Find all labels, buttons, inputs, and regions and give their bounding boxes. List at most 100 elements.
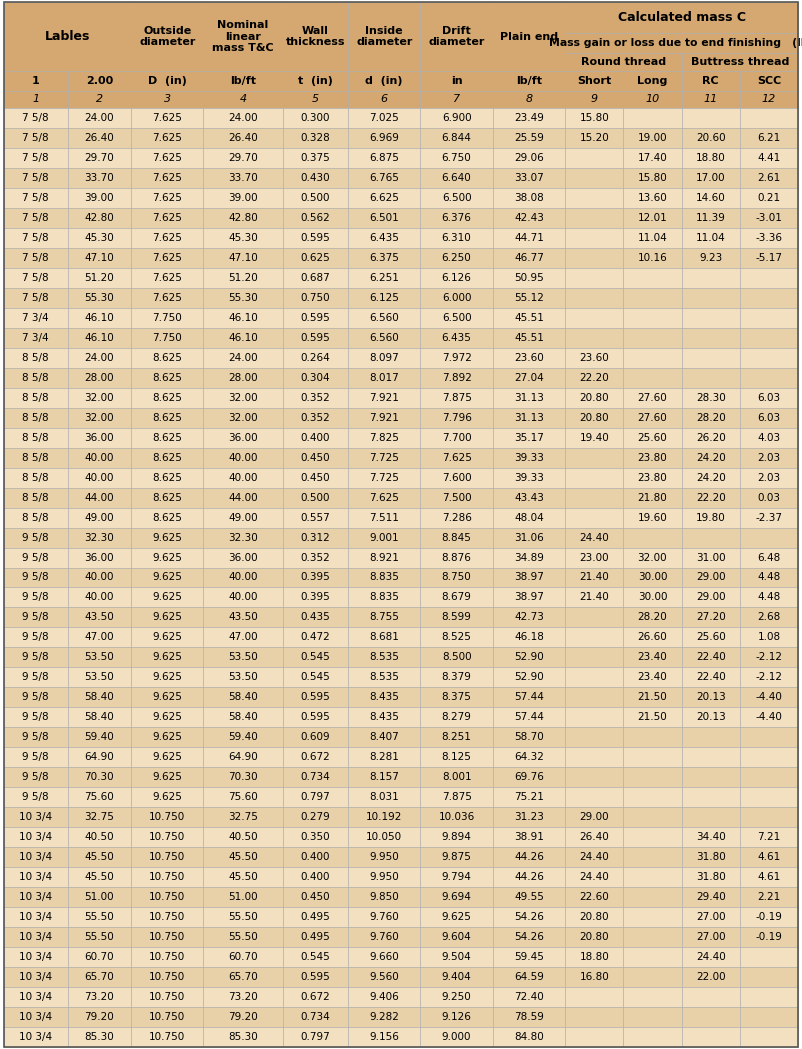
Bar bbox=[623, 388, 682, 408]
Bar bbox=[4, 368, 67, 388]
Bar bbox=[623, 687, 682, 707]
Bar bbox=[283, 208, 348, 228]
Bar bbox=[682, 468, 739, 488]
Bar bbox=[623, 548, 682, 568]
Bar bbox=[420, 907, 492, 927]
Bar bbox=[204, 607, 283, 627]
Bar bbox=[492, 848, 565, 868]
Bar bbox=[492, 587, 565, 607]
Text: 4.61: 4.61 bbox=[757, 872, 780, 882]
Text: t  (in): t (in) bbox=[298, 76, 333, 86]
Text: 25.59: 25.59 bbox=[514, 133, 544, 143]
Bar bbox=[492, 808, 565, 828]
Text: 24.00: 24.00 bbox=[84, 113, 114, 123]
Text: 10.750: 10.750 bbox=[149, 1012, 185, 1022]
Bar bbox=[623, 808, 682, 828]
Bar bbox=[565, 687, 623, 707]
Text: 45.51: 45.51 bbox=[514, 333, 544, 343]
Bar bbox=[492, 327, 565, 348]
Text: 7.625: 7.625 bbox=[152, 293, 182, 303]
Text: 39.33: 39.33 bbox=[514, 452, 544, 463]
Bar bbox=[4, 267, 67, 287]
Text: 23.80: 23.80 bbox=[638, 473, 667, 483]
Bar bbox=[565, 907, 623, 927]
Text: 44.71: 44.71 bbox=[514, 233, 544, 243]
Bar bbox=[4, 647, 67, 667]
Bar bbox=[739, 408, 798, 428]
Bar bbox=[739, 667, 798, 687]
Bar bbox=[67, 887, 131, 907]
Text: 8.525: 8.525 bbox=[442, 633, 472, 642]
Text: 28.20: 28.20 bbox=[638, 613, 667, 622]
Bar bbox=[682, 508, 739, 528]
Bar bbox=[131, 627, 204, 647]
Bar bbox=[4, 168, 67, 188]
Bar bbox=[739, 128, 798, 148]
Bar bbox=[565, 428, 623, 448]
Bar bbox=[739, 327, 798, 348]
Bar bbox=[204, 348, 283, 368]
Bar bbox=[682, 887, 739, 907]
Bar bbox=[623, 248, 682, 267]
Text: 6.500: 6.500 bbox=[442, 193, 472, 202]
Text: 10 3/4: 10 3/4 bbox=[19, 913, 52, 922]
Text: 28.30: 28.30 bbox=[696, 392, 726, 403]
Bar bbox=[565, 33, 798, 52]
Bar bbox=[4, 887, 67, 907]
Bar bbox=[623, 967, 682, 987]
Text: 0.395: 0.395 bbox=[301, 593, 330, 602]
Bar bbox=[492, 488, 565, 508]
Bar bbox=[131, 267, 204, 287]
Bar bbox=[565, 168, 623, 188]
Text: -5.17: -5.17 bbox=[755, 253, 783, 263]
Text: 10 3/4: 10 3/4 bbox=[19, 852, 52, 862]
Text: 26.20: 26.20 bbox=[696, 432, 726, 443]
Text: 54.26: 54.26 bbox=[514, 913, 544, 922]
Text: 46.10: 46.10 bbox=[84, 313, 114, 323]
Bar bbox=[739, 388, 798, 408]
Bar bbox=[623, 887, 682, 907]
Text: 53.50: 53.50 bbox=[84, 652, 114, 662]
Bar bbox=[623, 528, 682, 548]
Bar bbox=[682, 767, 739, 788]
Text: 9 5/8: 9 5/8 bbox=[22, 533, 49, 542]
Bar bbox=[565, 468, 623, 488]
Text: 24.00: 24.00 bbox=[84, 352, 114, 363]
Text: 8 5/8: 8 5/8 bbox=[22, 352, 49, 363]
Bar bbox=[348, 687, 420, 707]
Text: 6.376: 6.376 bbox=[442, 213, 472, 222]
Bar bbox=[348, 528, 420, 548]
Bar bbox=[131, 148, 204, 168]
Bar bbox=[739, 808, 798, 828]
Bar bbox=[283, 267, 348, 287]
Text: 2: 2 bbox=[95, 94, 103, 104]
Bar bbox=[565, 287, 623, 307]
Bar bbox=[565, 448, 623, 468]
Bar bbox=[131, 108, 204, 128]
Bar bbox=[492, 388, 565, 408]
Text: 7 5/8: 7 5/8 bbox=[22, 233, 49, 243]
Bar bbox=[204, 947, 283, 967]
Text: 5: 5 bbox=[312, 94, 319, 104]
Text: 75.60: 75.60 bbox=[84, 792, 114, 802]
Text: 31.80: 31.80 bbox=[696, 872, 726, 882]
Bar bbox=[67, 607, 131, 627]
Bar bbox=[623, 987, 682, 1007]
Text: 6.000: 6.000 bbox=[442, 293, 472, 303]
Bar bbox=[565, 368, 623, 388]
Text: 45.50: 45.50 bbox=[229, 872, 258, 882]
Bar bbox=[420, 568, 492, 587]
Text: 6.625: 6.625 bbox=[369, 193, 399, 202]
Bar bbox=[348, 128, 420, 148]
Text: 0.400: 0.400 bbox=[301, 872, 330, 882]
Text: 7.625: 7.625 bbox=[152, 213, 182, 222]
Text: 0.595: 0.595 bbox=[301, 712, 330, 723]
Text: 8.681: 8.681 bbox=[369, 633, 399, 642]
Bar bbox=[283, 307, 348, 327]
Text: 19.60: 19.60 bbox=[638, 513, 667, 522]
Text: 8.625: 8.625 bbox=[152, 412, 182, 423]
Bar bbox=[492, 967, 565, 987]
Bar bbox=[682, 687, 739, 707]
Bar bbox=[204, 287, 283, 307]
Bar bbox=[682, 348, 739, 368]
